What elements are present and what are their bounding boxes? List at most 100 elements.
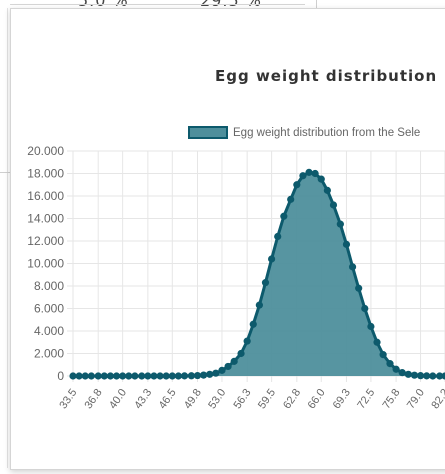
legend-swatch [188,126,228,139]
data-point[interactable] [436,372,444,380]
data-point[interactable] [138,372,146,380]
data-point[interactable] [423,372,431,380]
data-point[interactable] [410,371,419,379]
y-tick-label: 4.000 [34,324,64,338]
data-point[interactable] [112,372,121,380]
data-point[interactable] [168,372,176,380]
data-point[interactable] [255,301,263,309]
data-point[interactable] [75,372,83,380]
data-point[interactable] [323,186,331,194]
data-point[interactable] [373,338,381,346]
y-tick-label: 8.000 [34,279,64,293]
data-point[interactable] [429,372,437,380]
data-point[interactable] [441,372,445,380]
data-point[interactable] [81,372,89,380]
data-point[interactable] [230,357,238,365]
data-point[interactable] [274,232,282,241]
data-point[interactable] [416,372,425,380]
data-point[interactable] [311,169,319,178]
data-point[interactable] [200,371,208,379]
data-point[interactable] [131,372,139,380]
data-point[interactable] [379,351,387,359]
data-point[interactable] [150,372,158,380]
x-axis-ticks: 33.5 36.8 40.0 43.3 46.5 49.8 53.0 56.3 59.5 62.8… [57,387,445,411]
x-tick-label: 53.0 [206,387,228,411]
x-tick-label: 40.0 [107,387,129,411]
legend-label: Egg weight distribution from the Sele [233,126,421,139]
data-point[interactable] [305,168,313,176]
data-point[interactable] [317,175,325,183]
data-point[interactable] [125,372,133,380]
data-point[interactable] [299,172,307,180]
x-tick-label: 62.8 [281,387,303,411]
data-point[interactable] [398,369,406,377]
data-point[interactable] [329,201,338,209]
data-point[interactable] [94,372,102,380]
background-column-divider [316,0,317,8]
data-point[interactable] [243,337,251,345]
background-vertical-line [7,8,8,468]
data-point[interactable] [144,372,152,380]
series-area-layer [73,170,445,378]
chart-legend[interactable]: Egg weight distribution from the Sele [188,126,420,139]
data-point[interactable] [187,372,195,380]
data-point[interactable] [261,279,270,287]
data-point[interactable] [348,263,357,271]
data-point[interactable] [162,372,170,380]
data-point[interactable] [119,372,127,380]
y-tick-label: 10.000 [27,257,64,271]
x-tick-label: 43.3 [132,387,154,411]
data-point[interactable] [106,372,115,380]
x-tick-label: 49.8 [182,387,204,411]
data-point[interactable] [224,362,232,371]
background-page-text-left: 5.0 % [78,0,129,10]
y-tick-label: 18.000 [27,167,64,181]
data-point[interactable] [87,372,95,380]
data-point[interactable] [180,372,189,380]
x-tick-label: 75.8 [380,387,402,411]
y-tick-label: 6.000 [34,302,64,316]
data-point[interactable] [69,372,77,380]
y-tick-label: 12.000 [27,234,64,248]
data-point[interactable] [206,370,214,378]
data-point[interactable] [249,320,257,328]
data-point[interactable] [193,371,202,380]
data-point[interactable] [174,372,183,380]
chart-popup-card [10,8,445,470]
series-points [69,168,445,380]
data-point[interactable] [212,369,220,377]
data-point[interactable] [392,365,400,373]
y-tick-label: 14.000 [27,212,64,226]
data-point[interactable] [156,372,164,380]
data-point[interactable] [293,181,301,189]
data-point[interactable] [404,370,412,378]
x-tick-label: 82.2 [429,387,445,411]
x-tick-label: 46.5 [157,387,179,411]
data-point[interactable] [361,304,369,313]
y-tick-label: 0 [57,369,64,383]
data-point[interactable] [386,360,394,368]
y-tick-label: 20.000 [27,144,64,158]
data-point[interactable] [367,322,375,331]
data-point[interactable] [336,220,344,228]
data-point[interactable] [100,372,108,380]
data-point[interactable] [355,284,363,292]
data-point[interactable] [280,212,288,220]
chart-title: Egg weight distribution [215,67,438,85]
data-point[interactable] [237,349,245,358]
x-tick-label: 66.0 [306,387,328,411]
y-tick-label: 16.000 [27,189,64,203]
x-tick-label: 59.5 [256,387,278,411]
y-axis-ticks: 0 2.000 4.000 6.000 8.000 10.000 12.000 14.000 1… [27,144,64,383]
background-page-text-right: 29.5 % [200,0,262,10]
data-point[interactable] [287,195,295,203]
data-point[interactable] [268,255,276,263]
data-point[interactable] [218,366,226,374]
x-tick-label: 33.5 [57,387,79,411]
data-point[interactable] [342,240,351,248]
x-tick-label: 79.0 [405,387,427,411]
series-area-fill [73,172,445,376]
background-divider [10,4,305,5]
y-tick-label: 2.000 [34,347,64,361]
